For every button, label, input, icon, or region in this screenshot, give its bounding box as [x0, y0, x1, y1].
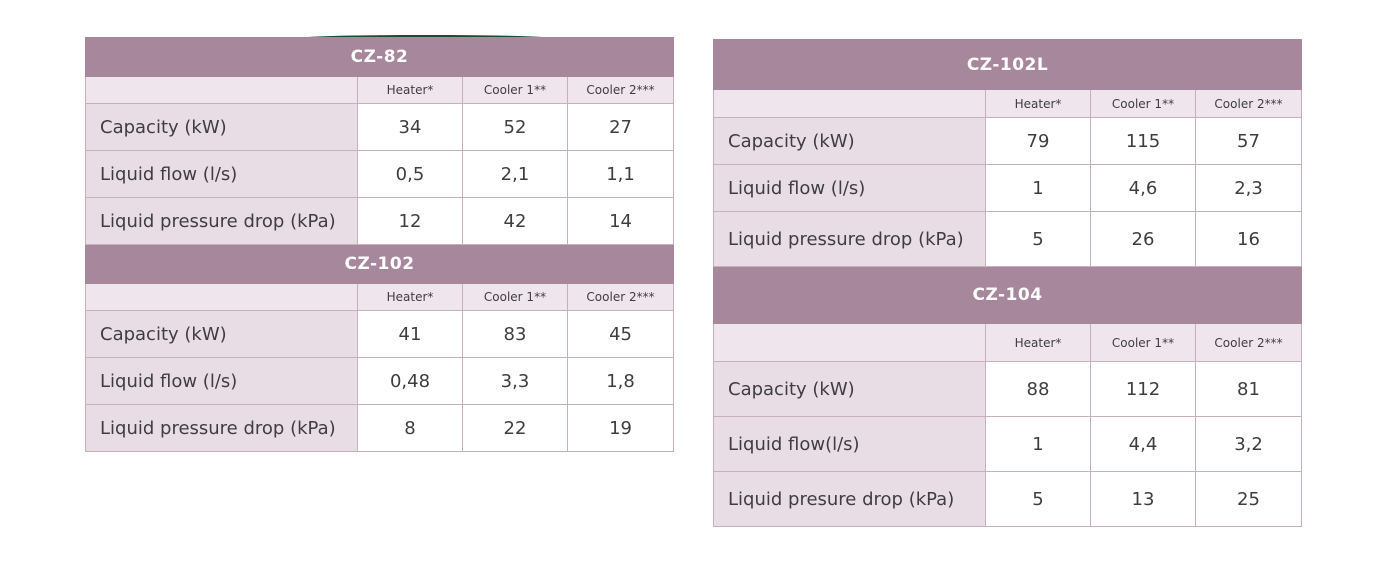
column-header: Heater* — [357, 283, 463, 311]
column-header: Heater* — [985, 89, 1091, 118]
cell-value: 79 — [985, 117, 1091, 165]
column-header: Cooler 2*** — [1194, 89, 1303, 118]
spec-table-right: CZ-102L Heater* Cooler 1** Cooler 2*** C… — [712, 39, 1303, 527]
cell-value: 42 — [462, 197, 568, 245]
column-header-empty — [713, 89, 986, 118]
cell-value: 16 — [1194, 211, 1303, 267]
cell-value: 22 — [462, 404, 568, 452]
cell-value: 12 — [357, 197, 463, 245]
model-title: CZ-104 — [712, 266, 1303, 324]
column-header: Cooler 1** — [1090, 323, 1196, 362]
cell-value: 3,3 — [462, 357, 568, 405]
column-header-row: Heater* Cooler 1** Cooler 2*** — [713, 323, 1303, 362]
cell-value: 13 — [1090, 471, 1196, 527]
row-label: Liquid presure drop (kPa) — [713, 471, 986, 527]
cell-value: 1,8 — [566, 357, 675, 405]
column-header: Cooler 1** — [1090, 89, 1196, 118]
model-title: CZ-102 — [84, 244, 675, 284]
column-header: Cooler 2*** — [566, 76, 675, 104]
cell-value: 3,2 — [1194, 416, 1303, 472]
column-header: Heater* — [357, 76, 463, 104]
cell-value: 57 — [1194, 117, 1303, 165]
row-label: Liquid flow (l/s) — [713, 164, 986, 212]
table-row: Liquid flow (l/s) 0,48 3,3 1,8 — [85, 357, 675, 405]
column-header-row: Heater* Cooler 1** Cooler 2*** — [713, 89, 1303, 118]
cell-value: 41 — [357, 310, 463, 358]
cell-value: 1 — [985, 164, 1091, 212]
column-header-empty — [85, 283, 358, 311]
table-row: Liquid presure drop (kPa) 5 13 25 — [713, 471, 1303, 527]
cell-value: 52 — [462, 103, 568, 151]
cell-value: 2,1 — [462, 150, 568, 198]
column-header-row: Heater* Cooler 1** Cooler 2*** — [85, 283, 675, 311]
cell-value: 26 — [1090, 211, 1196, 267]
row-label: Capacity (kW) — [713, 361, 986, 417]
table-row: Liquid pressure drop (kPa) 8 22 19 — [85, 404, 675, 452]
column-header-empty — [713, 323, 986, 362]
table-row: Capacity (kW) 88 112 81 — [713, 361, 1303, 417]
table-row: Liquid flow(l/s) 1 4,4 3,2 — [713, 416, 1303, 472]
table-row: Capacity (kW) 34 52 27 — [85, 103, 675, 151]
cell-value: 25 — [1194, 471, 1303, 527]
row-label: Liquid flow(l/s) — [713, 416, 986, 472]
cell-value: 88 — [985, 361, 1091, 417]
cell-value: 1 — [985, 416, 1091, 472]
cell-value: 112 — [1090, 361, 1196, 417]
cell-value: 45 — [566, 310, 675, 358]
row-label: Liquid flow (l/s) — [85, 357, 358, 405]
cell-value: 19 — [566, 404, 675, 452]
row-label: Liquid pressure drop (kPa) — [85, 197, 358, 245]
column-header: Cooler 1** — [462, 76, 568, 104]
cell-value: 8 — [357, 404, 463, 452]
column-header: Cooler 2*** — [1194, 323, 1303, 362]
cell-value: 2,3 — [1194, 164, 1303, 212]
row-label: Capacity (kW) — [713, 117, 986, 165]
row-label: Liquid pressure drop (kPa) — [85, 404, 358, 452]
model-title: CZ-82 — [84, 37, 675, 77]
cell-value: 14 — [566, 197, 675, 245]
row-label: Liquid pressure drop (kPa) — [713, 211, 986, 267]
row-label: Capacity (kW) — [85, 103, 358, 151]
cell-value: 4,6 — [1090, 164, 1196, 212]
table-row: Liquid pressure drop (kPa) 5 26 16 — [713, 211, 1303, 267]
cell-value: 27 — [566, 103, 675, 151]
model-title: CZ-102L — [712, 39, 1303, 90]
model-title-row: CZ-102L — [712, 39, 1303, 90]
cell-value: 115 — [1090, 117, 1196, 165]
column-header: Cooler 1** — [462, 283, 568, 311]
table-row: Capacity (kW) 79 115 57 — [713, 117, 1303, 165]
model-title-row: CZ-102 — [84, 244, 675, 284]
column-header: Heater* — [985, 323, 1091, 362]
spec-table-left: CZ-82 Heater* Cooler 1** Cooler 2*** Cap… — [84, 37, 675, 452]
cell-value: 5 — [985, 471, 1091, 527]
model-title-row: CZ-82 — [84, 37, 675, 77]
table-row: Liquid flow (l/s) 0,5 2,1 1,1 — [85, 150, 675, 198]
table-row: Liquid flow (l/s) 1 4,6 2,3 — [713, 164, 1303, 212]
row-label: Liquid flow (l/s) — [85, 150, 358, 198]
cell-value: 83 — [462, 310, 568, 358]
table-row: Liquid pressure drop (kPa) 12 42 14 — [85, 197, 675, 245]
cell-value: 5 — [985, 211, 1091, 267]
cell-value: 0,48 — [357, 357, 463, 405]
cell-value: 1,1 — [566, 150, 675, 198]
column-header-row: Heater* Cooler 1** Cooler 2*** — [85, 76, 675, 104]
cell-value: 0,5 — [357, 150, 463, 198]
column-header-empty — [85, 76, 358, 104]
cell-value: 4,4 — [1090, 416, 1196, 472]
cell-value: 34 — [357, 103, 463, 151]
table-row: Capacity (kW) 41 83 45 — [85, 310, 675, 358]
decorative-line — [300, 35, 550, 41]
model-title-row: CZ-104 — [712, 266, 1303, 324]
cell-value: 81 — [1194, 361, 1303, 417]
row-label: Capacity (kW) — [85, 310, 358, 358]
column-header: Cooler 2*** — [566, 283, 675, 311]
